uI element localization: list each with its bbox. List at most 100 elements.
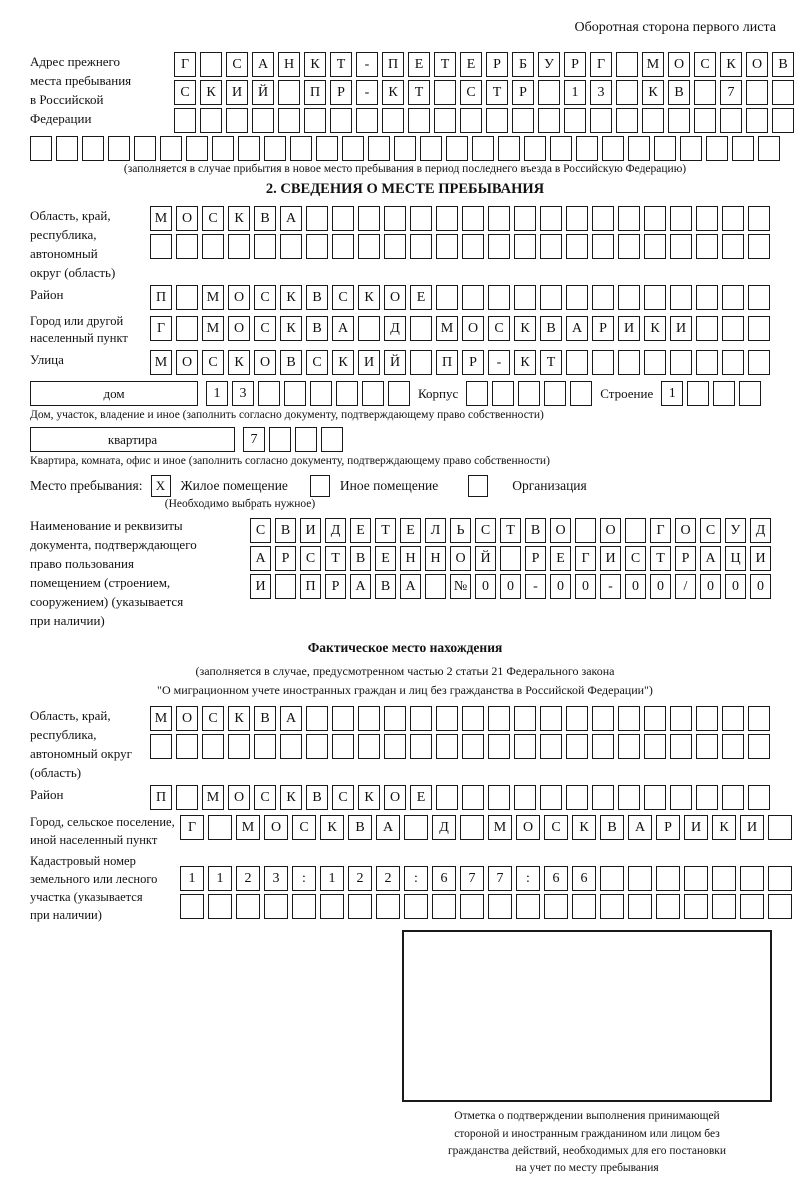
char-cell[interactable]: [566, 734, 588, 760]
char-cell[interactable]: [342, 136, 364, 161]
char-cell[interactable]: К: [712, 815, 736, 841]
char-cell[interactable]: В: [306, 285, 328, 310]
char-cell[interactable]: Г: [590, 52, 612, 77]
char-cell[interactable]: [280, 734, 302, 760]
char-cell[interactable]: [432, 894, 456, 920]
char-cell[interactable]: С: [250, 518, 271, 543]
char-cell[interactable]: [150, 234, 172, 259]
char-cell[interactable]: [295, 427, 317, 452]
char-cell[interactable]: М: [150, 206, 172, 231]
char-cell[interactable]: Н: [400, 546, 421, 571]
char-cell[interactable]: [488, 234, 510, 259]
char-cell[interactable]: В: [280, 350, 302, 375]
char-cell[interactable]: У: [538, 52, 560, 77]
char-cell[interactable]: [472, 136, 494, 161]
char-cell[interactable]: С: [174, 80, 196, 105]
char-cell[interactable]: А: [250, 546, 271, 571]
char-cell[interactable]: П: [300, 574, 321, 599]
char-cell[interactable]: [212, 136, 234, 161]
char-cell[interactable]: 2: [236, 866, 260, 892]
char-cell[interactable]: 0: [500, 574, 521, 599]
char-cell[interactable]: [566, 234, 588, 259]
char-cell[interactable]: [722, 206, 744, 231]
char-cell[interactable]: Г: [150, 316, 172, 341]
char-cell[interactable]: А: [280, 206, 302, 231]
char-cell[interactable]: [420, 136, 442, 161]
char-cell[interactable]: [466, 381, 489, 406]
char-cell[interactable]: [644, 206, 666, 231]
char-cell[interactable]: 0: [475, 574, 496, 599]
char-cell[interactable]: М: [150, 350, 172, 375]
char-cell[interactable]: [628, 894, 652, 920]
char-cell[interactable]: И: [358, 350, 380, 375]
char-cell[interactable]: С: [202, 350, 224, 375]
char-cell[interactable]: О: [668, 52, 690, 77]
char-cell[interactable]: [739, 381, 762, 406]
char-cell[interactable]: 7: [720, 80, 742, 105]
char-cell[interactable]: [518, 381, 541, 406]
char-cell[interactable]: К: [720, 52, 742, 77]
char-cell[interactable]: [436, 206, 458, 231]
char-cell[interactable]: /: [675, 574, 696, 599]
char-cell[interactable]: С: [292, 815, 316, 841]
char-cell[interactable]: [446, 136, 468, 161]
char-cell[interactable]: [592, 785, 614, 811]
char-cell[interactable]: [540, 785, 562, 811]
char-cell[interactable]: [625, 518, 646, 543]
char-cell[interactable]: 7: [243, 427, 265, 452]
char-cell[interactable]: [280, 234, 302, 259]
char-cell[interactable]: [618, 734, 640, 760]
char-cell[interactable]: [618, 206, 640, 231]
char-cell[interactable]: Т: [330, 52, 352, 77]
char-cell[interactable]: [150, 734, 172, 760]
char-cell[interactable]: [628, 866, 652, 892]
prev-address-row-4[interactable]: [30, 136, 780, 161]
char-cell[interactable]: [748, 785, 770, 811]
char-cell[interactable]: К: [572, 815, 596, 841]
char-cell[interactable]: [384, 706, 406, 732]
char-cell[interactable]: [644, 285, 666, 310]
char-cell[interactable]: О: [228, 285, 250, 310]
char-cell[interactable]: [358, 234, 380, 259]
char-cell[interactable]: [722, 706, 744, 732]
char-cell[interactable]: 6: [572, 866, 596, 892]
char-cell[interactable]: Е: [460, 52, 482, 77]
char-cell[interactable]: [758, 136, 780, 161]
char-cell[interactable]: Д: [325, 518, 346, 543]
char-cell[interactable]: С: [306, 350, 328, 375]
char-cell[interactable]: -: [488, 350, 510, 375]
char-cell[interactable]: А: [566, 316, 588, 341]
char-cell[interactable]: С: [625, 546, 646, 571]
char-cell[interactable]: Г: [180, 815, 204, 841]
char-cell[interactable]: [200, 52, 222, 77]
char-cell[interactable]: Й: [475, 546, 496, 571]
char-cell[interactable]: [208, 894, 232, 920]
char-cell[interactable]: [670, 350, 692, 375]
char-cell[interactable]: [628, 136, 650, 161]
char-cell[interactable]: С: [254, 316, 276, 341]
char-cell[interactable]: [618, 785, 640, 811]
char-cell[interactable]: С: [460, 80, 482, 105]
char-cell[interactable]: [654, 136, 676, 161]
char-cell[interactable]: С: [254, 785, 276, 811]
char-cell[interactable]: [462, 706, 484, 732]
char-cell[interactable]: Т: [486, 80, 508, 105]
char-cell[interactable]: К: [228, 350, 250, 375]
char-cell[interactable]: [462, 206, 484, 231]
char-cell[interactable]: [278, 80, 300, 105]
char-cell[interactable]: [410, 206, 432, 231]
char-cell[interactable]: [310, 381, 332, 406]
char-cell[interactable]: [176, 734, 198, 760]
char-cell[interactable]: [600, 894, 624, 920]
char-cell[interactable]: [592, 206, 614, 231]
char-cell[interactable]: [512, 108, 534, 133]
char-cell[interactable]: [540, 706, 562, 732]
char-cell[interactable]: [740, 894, 764, 920]
char-cell[interactable]: 0: [725, 574, 746, 599]
char-cell[interactable]: [592, 734, 614, 760]
char-cell[interactable]: Т: [434, 52, 456, 77]
char-cell[interactable]: Г: [650, 518, 671, 543]
char-cell[interactable]: [732, 136, 754, 161]
char-cell[interactable]: [748, 350, 770, 375]
